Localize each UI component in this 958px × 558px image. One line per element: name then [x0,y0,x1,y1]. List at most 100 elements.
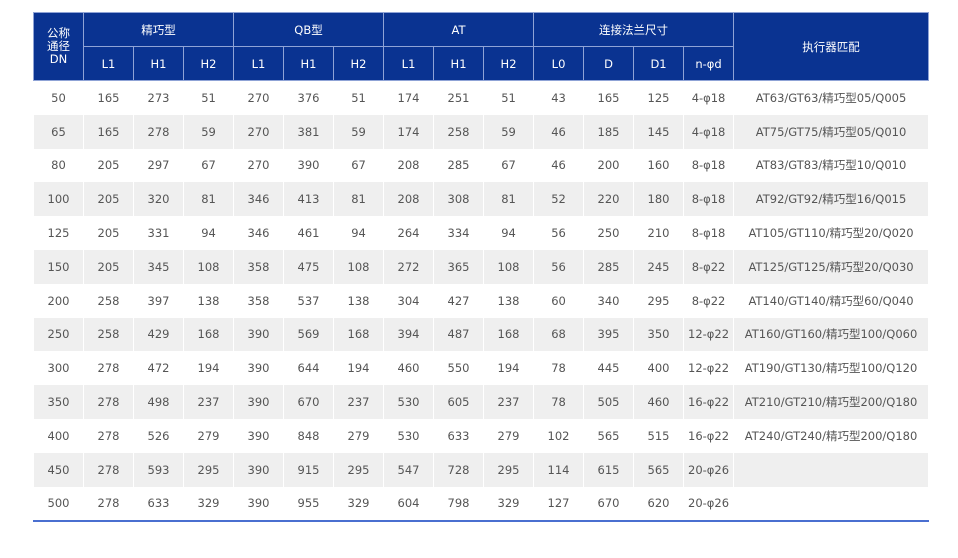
table-cell: 114 [533,452,585,487]
table-cell: 604 [383,486,435,523]
table-cell: 460 [633,385,685,419]
cell-dn: 300 [33,351,84,386]
table-cell: 390 [283,148,335,183]
table-cell: 237 [333,385,385,419]
table-cell: 346 [233,182,285,217]
table-cell: 56 [533,249,585,284]
cell-dn: 350 [33,385,84,419]
table-cell: 165 [583,80,635,115]
table-cell: 633 [433,418,485,453]
table-cell: 138 [182,283,235,318]
header-sub-cell: L1 [233,46,285,81]
table-cell: 345 [133,249,184,284]
header-sub-cell: H1 [283,46,335,81]
table-row: 125 205 331 94 346 461 94 264 334 94 56 250 210 8-φ18… [33,216,930,250]
table-cell: 102 [533,418,585,453]
table-cell: 208 [383,148,435,183]
header-row-groups: 公称 通径 DN 精巧型 QB型 AT 连接法兰尺寸 执行器匹配 [33,12,930,81]
table-cell: 390 [233,385,285,419]
table-row: 65 165 278 59 270 381 59 174 258 59 46 185 145 4-φ18 A… [33,114,930,149]
cell-dn: 150 [33,249,84,284]
table-cell: 270 [233,114,285,149]
table-cell: 250 [583,216,635,250]
table-cell: 329 [333,486,385,523]
table-cell: 633 [133,486,184,523]
table-cell: 515 [633,418,685,453]
table-cell: 8-φ22 [683,283,735,318]
table-cell: 264 [383,216,435,250]
table-cell: 12-φ22 [683,317,735,352]
header-actuator: 执行器匹配 [733,12,930,81]
table-cell: 138 [333,283,385,318]
cell-dn: 400 [33,418,84,453]
table-cell: 237 [483,385,535,419]
table-cell: 297 [133,148,184,183]
table-cell: 4-φ18 [683,80,735,115]
cell-actuator [733,452,930,487]
table-cell: 94 [333,216,385,250]
table-cell: 194 [483,351,535,386]
table-cell: 60 [533,283,585,318]
table-cell: 278 [83,351,134,386]
table-cell: 78 [533,351,585,386]
table-cell: 108 [483,249,535,284]
table-cell: 168 [483,317,535,352]
header-sub-cell: D [583,46,635,81]
table-cell: 394 [383,317,435,352]
table-row: 300 278 472 194 390 644 194 460 550 194 78 445 400 12… [33,351,930,386]
header-sub-cell: L0 [533,46,585,81]
table-cell: 245 [633,249,685,284]
cell-actuator: AT75/GT75/精巧型05/Q010 [733,114,930,149]
cell-dn: 50 [33,80,84,115]
table-cell: 427 [433,283,485,318]
table-cell: 955 [283,486,335,523]
table-cell: 108 [182,249,235,284]
table-cell: 390 [233,351,285,386]
table-cell: 20-φ26 [683,486,735,523]
table-cell: 390 [233,317,285,352]
table-cell: 320 [133,182,184,217]
table-cell: 350 [633,317,685,352]
table-cell: 461 [283,216,335,250]
table-cell: 279 [182,418,235,453]
table-cell: 205 [83,148,134,183]
table-cell: 358 [233,283,285,318]
table-cell: 145 [633,114,685,149]
cell-dn: 65 [33,114,84,149]
cell-dn: 100 [33,182,84,217]
table-cell: 547 [383,452,435,487]
table-cell: 472 [133,351,184,386]
table-cell: 530 [383,418,435,453]
table-cell: 194 [333,351,385,386]
table-cell: 670 [583,486,635,523]
table-cell: 138 [483,283,535,318]
table-cell: 46 [533,148,585,183]
cell-dn: 450 [33,452,84,487]
cell-actuator: AT125/GT125/精巧型20/Q030 [733,249,930,284]
table-row: 150 205 345 108 358 475 108 272 365 108 56 285 245 8-… [33,249,930,284]
table-cell: 308 [433,182,485,217]
table-cell: 565 [633,452,685,487]
header-group-qb: QB型 [233,12,385,47]
cell-actuator: AT210/GT210/精巧型200/Q180 [733,385,930,419]
table-cell: 273 [133,80,184,115]
table-cell: 8-φ18 [683,182,735,217]
table-cell: 376 [283,80,335,115]
table-cell: 537 [283,283,335,318]
cell-dn: 250 [33,317,84,352]
table-cell: 670 [283,385,335,419]
table-row: 200 258 397 138 358 537 138 304 427 138 60 340 295 8-… [33,283,930,318]
table-cell: 526 [133,418,184,453]
table-cell: 848 [283,418,335,453]
table-cell: 258 [83,317,134,352]
table-cell: 278 [83,452,134,487]
table-cell: 59 [333,114,385,149]
table-cell: 51 [182,80,235,115]
header-dn-line: DN [49,52,68,66]
table-cell: 51 [333,80,385,115]
table-cell: 52 [533,182,585,217]
table-cell: 220 [583,182,635,217]
table-cell: 390 [233,418,285,453]
header-group-at: AT [383,12,535,47]
table-cell: 365 [433,249,485,284]
